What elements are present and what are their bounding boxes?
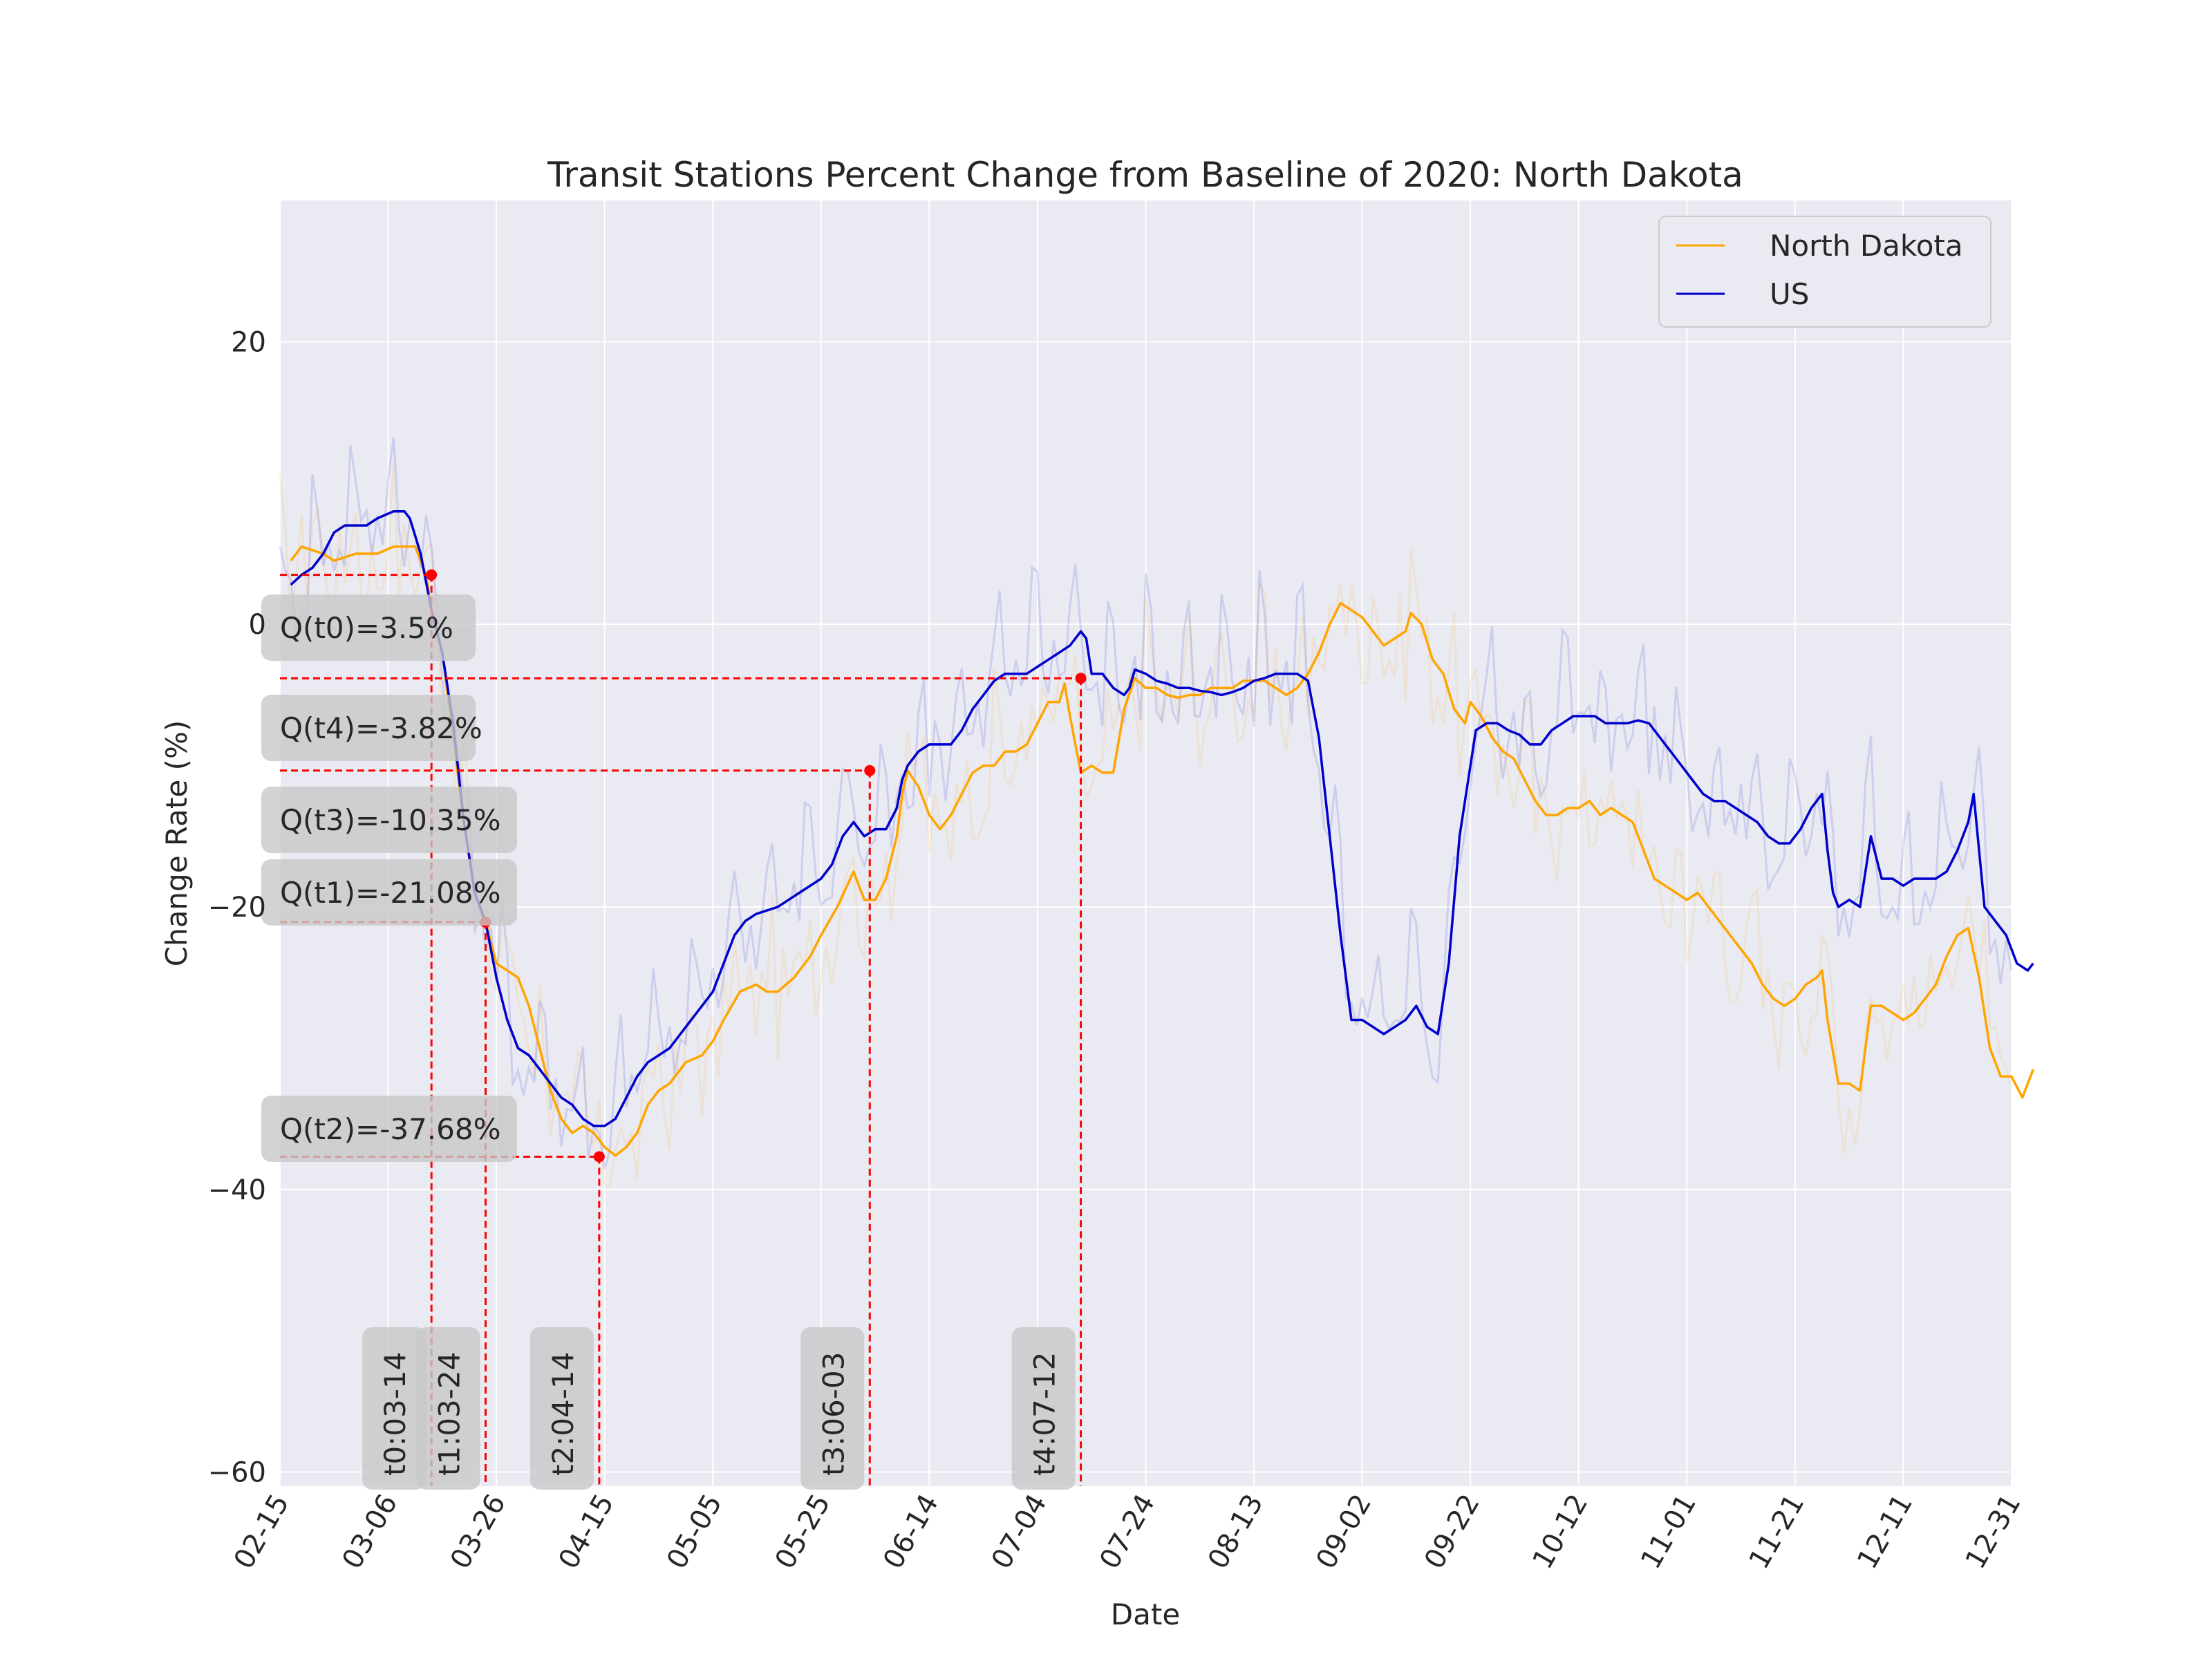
raw-line-us — [279, 437, 2013, 1170]
series-layer — [290, 509, 2034, 1157]
marker-t0 — [426, 569, 438, 581]
x-tick-label: 09-22 — [1418, 1489, 1486, 1575]
value-label-box-t3 — [261, 787, 517, 853]
x-tick-label: 04-15 — [552, 1489, 620, 1575]
x-axis-title: Date — [1111, 1597, 1180, 1631]
x-tick-label: 08-13 — [1202, 1489, 1270, 1575]
raw-line-north-dakota — [279, 461, 2013, 1189]
chart-title: Transit Stations Percent Change from Bas… — [547, 155, 1743, 195]
value-label-t4: Q(t4)=-3.82% — [280, 711, 482, 745]
date-label-box-t3 — [800, 1327, 865, 1490]
legend-label-north-dakota: North Dakota — [1770, 229, 1963, 263]
y-tick-label: −20 — [208, 892, 266, 924]
x-tick-label: 03-06 — [336, 1489, 404, 1575]
value-label-t1: Q(t1)=-21.08% — [280, 876, 501, 910]
value-label-box-t0 — [261, 594, 476, 661]
value-label-t3: Q(t3)=-10.35% — [280, 803, 501, 837]
date-label-t0: t0:03-14 — [378, 1352, 412, 1476]
marker-t3 — [864, 765, 876, 776]
value-label-t0: Q(t0)=3.5% — [280, 611, 453, 645]
date-label-box-t4 — [1011, 1327, 1076, 1490]
x-tick-label: 11-21 — [1743, 1489, 1811, 1575]
date-label-t4: t4:07-12 — [1028, 1352, 1062, 1476]
y-tick-label: 20 — [231, 326, 266, 358]
x-tick-label: 11-01 — [1635, 1489, 1703, 1575]
legend-label-us: US — [1770, 277, 1809, 311]
series-line-us — [290, 509, 2034, 1127]
x-tick-label: 02-15 — [228, 1489, 296, 1575]
annotation-labels: Q(t0)=3.5% t0:03-14 Q(t1)=-21.08% t1:03-24 Q… — [261, 594, 1076, 1490]
y-tick-label: −60 — [208, 1457, 266, 1489]
legend: North Dakota US — [1658, 216, 1991, 328]
x-tick-label: 07-24 — [1094, 1489, 1161, 1575]
y-axis-title: Change Rate (%) — [160, 720, 194, 967]
value-label-t2: Q(t2)=-37.68% — [280, 1112, 501, 1146]
date-label-box-t2 — [529, 1327, 594, 1490]
x-tick-label: 06-14 — [877, 1489, 945, 1575]
annotation-guides — [280, 569, 1087, 1486]
value-label-box-t4 — [261, 695, 476, 761]
date-label-box-t1 — [416, 1327, 480, 1490]
date-label-box-t0 — [362, 1327, 427, 1490]
x-tick-label: 12-11 — [1851, 1489, 1919, 1575]
y-tick-label: 0 — [249, 609, 266, 641]
x-tick-label: 07-04 — [986, 1489, 1053, 1575]
x-tick-label: 09-02 — [1310, 1489, 1378, 1575]
x-tick-label: 05-25 — [769, 1489, 837, 1575]
grid — [279, 200, 2012, 1486]
value-label-box-t2 — [261, 1096, 517, 1162]
y-tick-label: −40 — [208, 1174, 266, 1206]
marker-t4 — [1075, 673, 1087, 684]
x-tick-label: 03-26 — [444, 1489, 512, 1575]
x-tick-label: 05-05 — [661, 1489, 729, 1575]
raw-series-layer — [279, 437, 2013, 1189]
marker-t2 — [593, 1151, 605, 1163]
x-tick-label: 12-31 — [1960, 1489, 2027, 1575]
date-label-t1: t1:03-24 — [432, 1352, 466, 1476]
date-label-t3: t3:06-03 — [816, 1352, 850, 1476]
legend-box — [1658, 216, 1991, 328]
value-label-box-t1 — [261, 859, 517, 926]
x-tick-label: 10-12 — [1526, 1489, 1594, 1575]
date-label-t2: t2:04-14 — [546, 1352, 580, 1476]
